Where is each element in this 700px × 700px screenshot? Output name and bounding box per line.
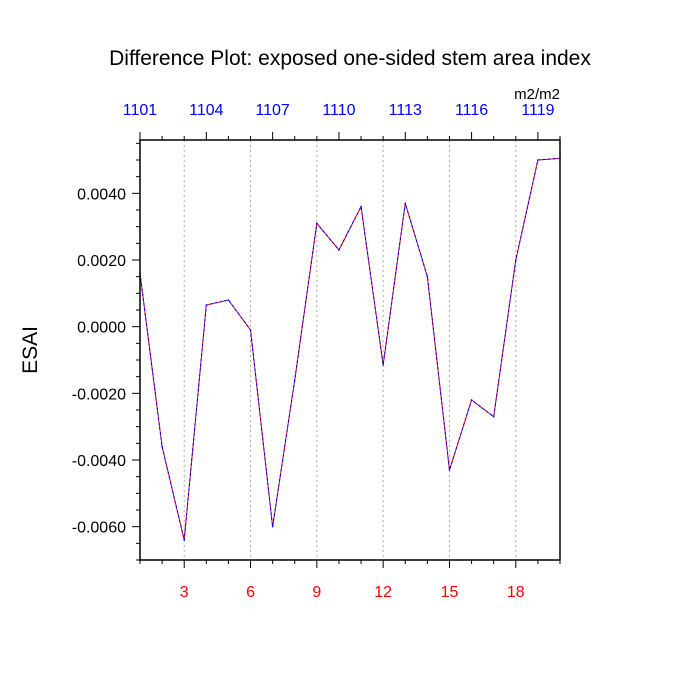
x-tick-label: 12	[374, 584, 392, 601]
units-label: m2/m2	[514, 86, 560, 103]
axes-layer: 3 6 9 12 15 18 1101 1104 1107 1110 1113 1116 1119 0.0…	[72, 102, 561, 601]
data-point	[271, 525, 274, 528]
x-tick-label: 9	[312, 584, 321, 601]
series-line-blue	[139, 157, 561, 541]
data-point	[382, 364, 384, 366]
x-tick-label: 15	[441, 584, 459, 601]
x-tick-label: 3	[180, 584, 189, 601]
x-tick-label: 6	[246, 584, 255, 601]
top-tick-label: 1110	[322, 102, 355, 119]
data-point	[249, 329, 252, 331]
plot-frame	[139, 139, 561, 561]
top-tick-label: 1107	[255, 102, 290, 119]
data-point	[205, 304, 208, 306]
data-point	[448, 469, 451, 471]
chart-title: Difference Plot: exposed one-sided stem …	[109, 47, 591, 70]
data-point	[492, 415, 495, 418]
y-tick-label: -0.0040	[72, 453, 126, 470]
top-tick-label: 1113	[389, 102, 422, 119]
data-point	[470, 399, 473, 401]
top-tick-label: 1119	[521, 102, 554, 119]
y-tick-label: -0.0060	[72, 520, 126, 537]
y-tick-label: -0.0020	[72, 386, 126, 403]
x-tick-label: 18	[507, 584, 525, 601]
top-tick-label: 1104	[189, 102, 224, 119]
data-point	[293, 379, 296, 381]
y-tick-label: 0.0040	[77, 186, 126, 203]
data-point	[426, 275, 429, 278]
y-tick-label: 0.0020	[77, 253, 126, 270]
data-point	[227, 299, 230, 301]
series-line-red	[139, 157, 561, 541]
y-tick-label: 0.0000	[77, 320, 126, 337]
y-axis-label: ESAI	[19, 326, 42, 374]
grid-lines	[183, 140, 517, 560]
data-point	[514, 259, 517, 261]
data-point	[404, 202, 407, 205]
series-layer	[139, 157, 561, 541]
data-point	[316, 222, 318, 225]
data-point	[161, 445, 163, 448]
data-point	[537, 159, 539, 161]
data-point	[183, 539, 186, 541]
data-point	[360, 205, 362, 208]
top-tick-label: 1101	[123, 102, 158, 119]
top-tick-label: 1116	[455, 102, 488, 119]
data-point	[338, 249, 340, 251]
